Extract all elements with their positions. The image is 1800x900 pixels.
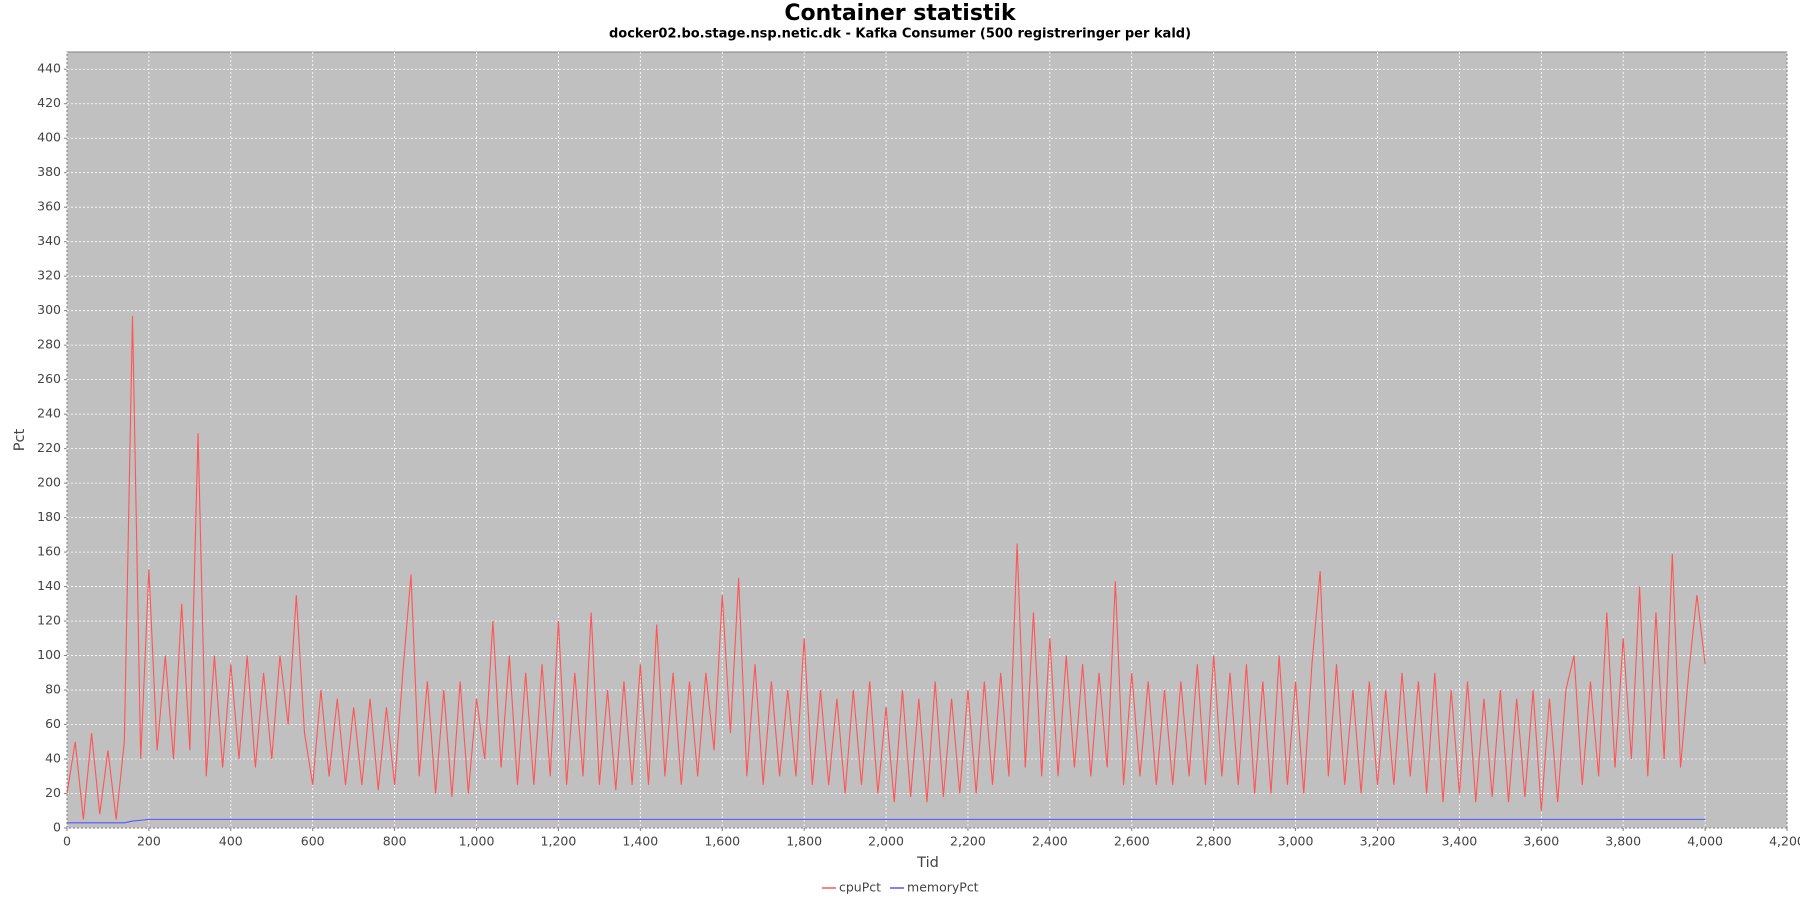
y-tick-label: 160 [37,544,61,559]
y-tick-label: 300 [37,302,61,317]
series-line [66,315,1706,820]
y-tick-label: 220 [37,440,61,455]
y-axis-label: Pct [12,428,28,451]
y-tick-label: 260 [37,371,61,386]
y-tick-label: 140 [37,578,61,593]
legend-label: cpuPct [839,880,881,895]
x-tick-label: 400 [219,834,243,849]
x-tick-label: 2,200 [950,834,986,849]
y-tick-label: 380 [37,164,61,179]
x-tick-label: 1,400 [622,834,658,849]
y-tick-label: 200 [37,475,61,490]
x-tick-label: 2,000 [868,834,904,849]
x-tick-label: 1,200 [541,834,577,849]
chart-title: Container statistik [784,1,1017,26]
x-tick-label: 800 [383,834,407,849]
y-tick-label: 20 [45,785,61,800]
x-tick-label: 2,400 [1032,834,1068,849]
y-tick-label: 80 [45,682,61,697]
x-tick-label: 1,600 [704,834,740,849]
y-tick-label: 120 [37,613,61,628]
y-tick-label: 40 [45,751,61,766]
y-tick-label: 240 [37,406,61,421]
x-tick-label: 600 [301,834,325,849]
x-tick-label: 3,600 [1523,834,1559,849]
x-tick-label: 3,800 [1605,834,1641,849]
x-tick-label: 3,400 [1441,834,1477,849]
y-tick-label: 440 [37,61,61,76]
x-tick-label: 3,200 [1360,834,1396,849]
y-tick-label: 320 [37,268,61,283]
y-tick-label: 0 [53,820,61,835]
x-tick-label: 200 [137,834,161,849]
y-tick-label: 60 [45,716,61,731]
legend-label: memoryPct [907,880,979,895]
y-tick-label: 360 [37,199,61,214]
y-tick-label: 400 [37,130,61,145]
y-tick-label: 340 [37,233,61,248]
x-tick-label: 2,800 [1196,834,1232,849]
x-tick-label: 4,200 [1769,834,1800,849]
x-axis-label: Tid [916,855,939,871]
y-tick-label: 280 [37,337,61,352]
x-tick-label: 4,000 [1687,834,1723,849]
x-tick-label: 0 [63,834,71,849]
chart-subtitle: docker02.bo.stage.nsp.netic.dk - Kafka C… [609,27,1191,42]
x-tick-label: 1,000 [459,834,495,849]
y-tick-label: 180 [37,509,61,524]
series-line [67,818,1706,824]
x-tick-label: 3,000 [1278,834,1314,849]
y-tick-label: 100 [37,647,61,662]
x-tick-label: 1,800 [786,834,822,849]
x-tick-label: 2,600 [1114,834,1150,849]
plot-area [66,51,1788,829]
y-tick-label: 420 [37,95,61,110]
